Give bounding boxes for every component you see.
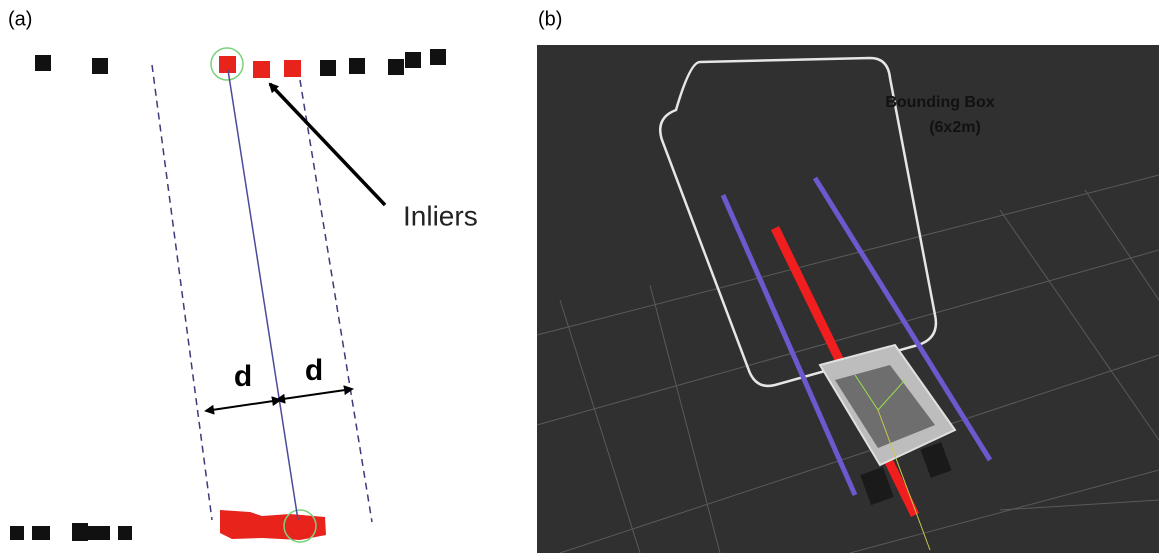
threshold-line [152,65,212,520]
panel-b: (b) Bounding Box (6x2m) [537,8,1159,553]
threshold-line [300,80,372,522]
annotation: Inliers [403,200,478,231]
panel-label: (b) [538,8,562,30]
distance-label: d [234,360,252,393]
outlier-points [10,49,446,541]
distance-arrow [212,400,280,410]
model-line [228,70,298,520]
distance-arrow [283,389,352,399]
inlier-points [219,56,326,540]
panel-a: (a) Inliers d d [8,8,478,542]
figure: (a) Inliers d d (b) [0,0,1159,553]
annotation-arrow [270,84,385,205]
annotation: (6x2m) [929,119,981,136]
distance-label: d [305,354,323,387]
panel-label: (a) [8,8,32,30]
annotation: Bounding Box [885,94,994,111]
